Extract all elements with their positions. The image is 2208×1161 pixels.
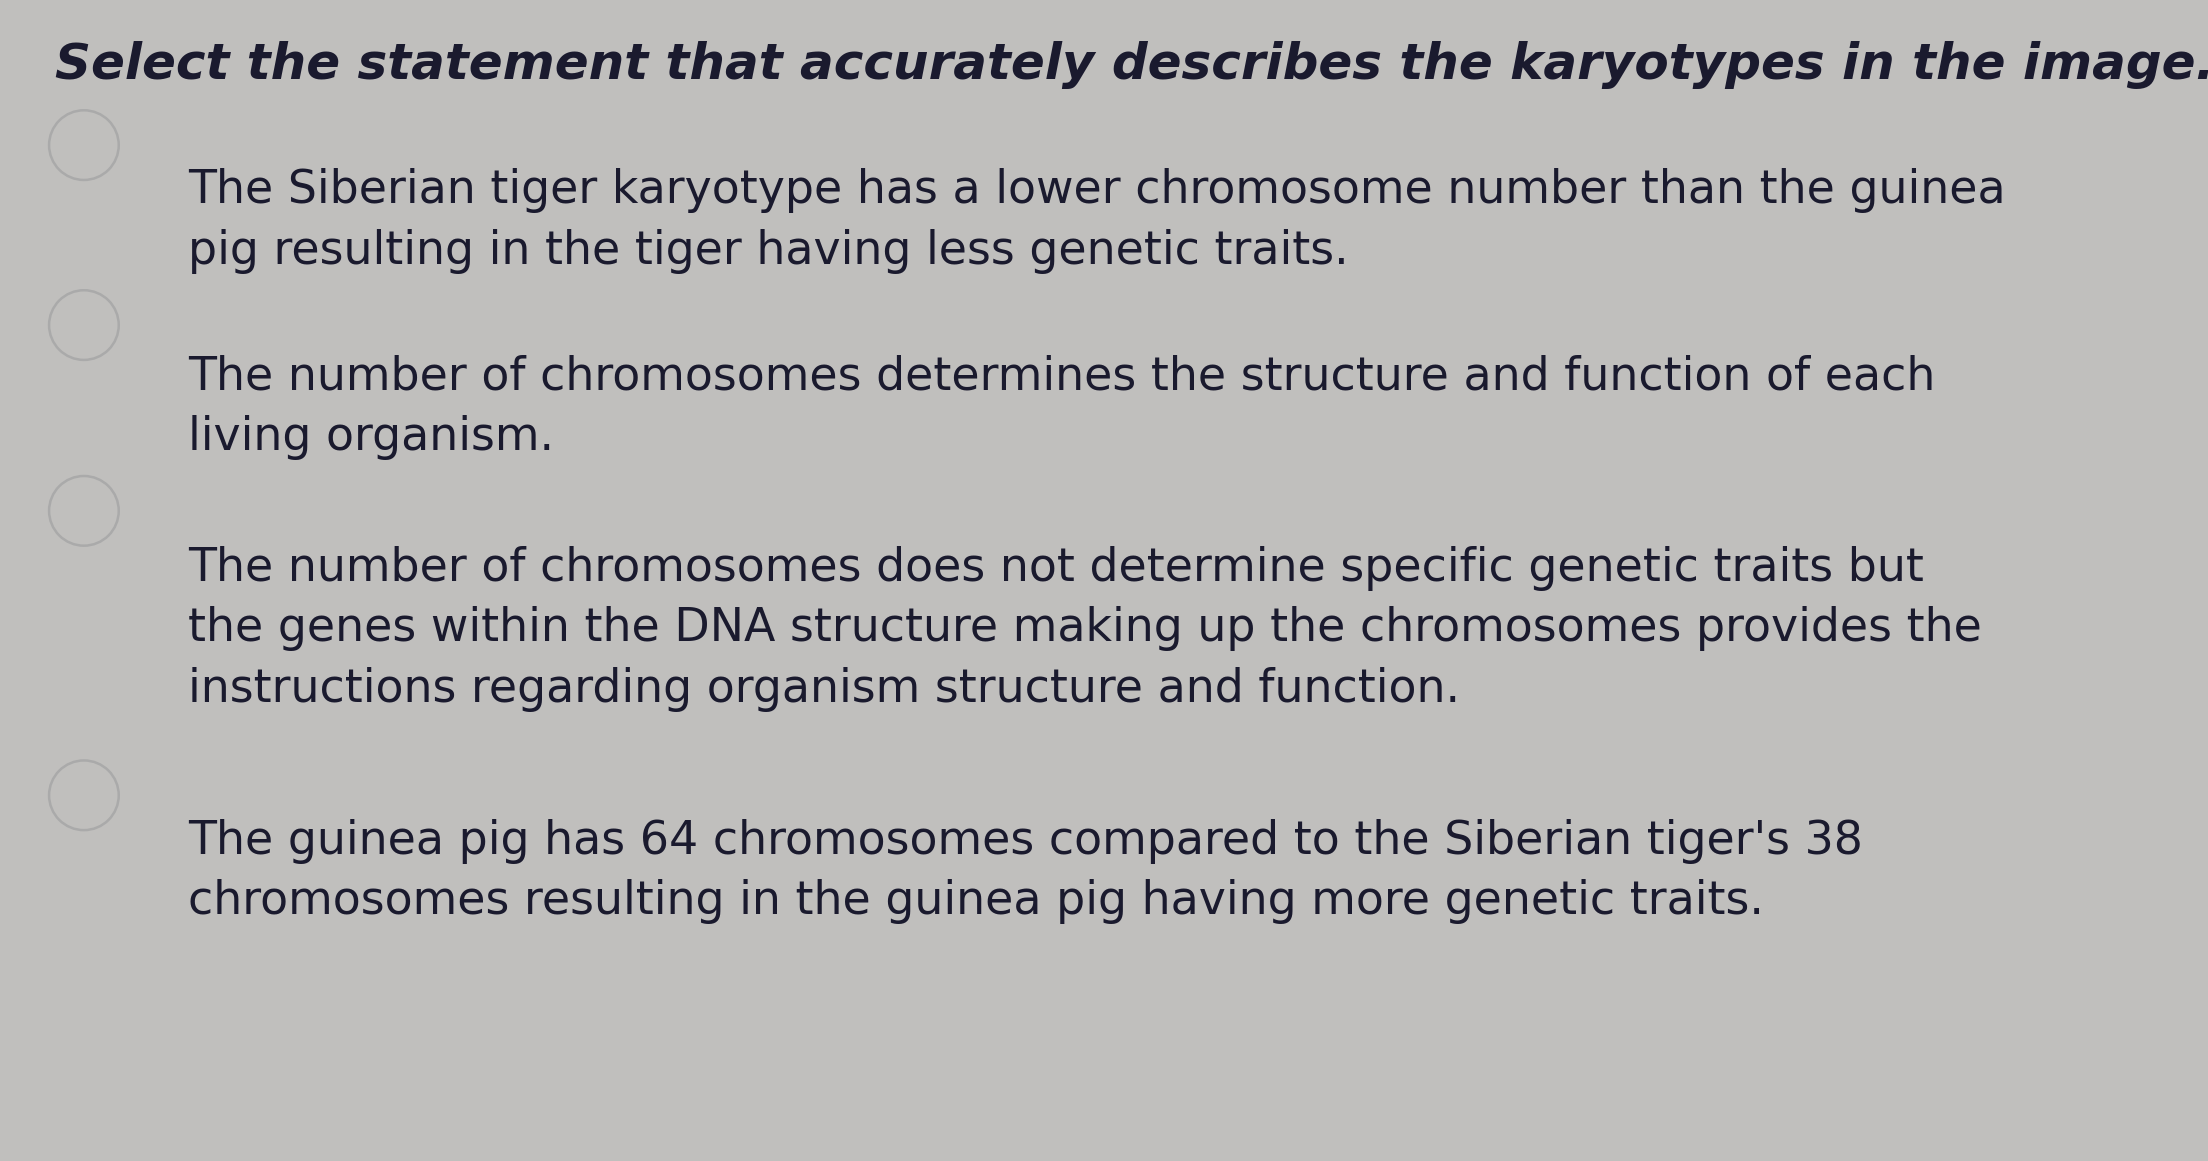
Text: The number of chromosomes does not determine specific genetic traits but
the gen: The number of chromosomes does not deter… — [188, 546, 1981, 712]
Text: Select the statement that accurately describes the karyotypes in the image.: Select the statement that accurately des… — [55, 41, 2208, 88]
Ellipse shape — [49, 760, 119, 830]
Ellipse shape — [49, 476, 119, 546]
Text: The number of chromosomes determines the structure and function of each
living o: The number of chromosomes determines the… — [188, 354, 1934, 460]
Text: The guinea pig has 64 chromosomes compared to the Siberian tiger's 38
chromosome: The guinea pig has 64 chromosomes compar… — [188, 819, 1864, 924]
Ellipse shape — [49, 290, 119, 360]
Text: The Siberian tiger karyotype has a lower chromosome number than the guinea
pig r: The Siberian tiger karyotype has a lower… — [188, 168, 2005, 274]
Ellipse shape — [49, 110, 119, 180]
